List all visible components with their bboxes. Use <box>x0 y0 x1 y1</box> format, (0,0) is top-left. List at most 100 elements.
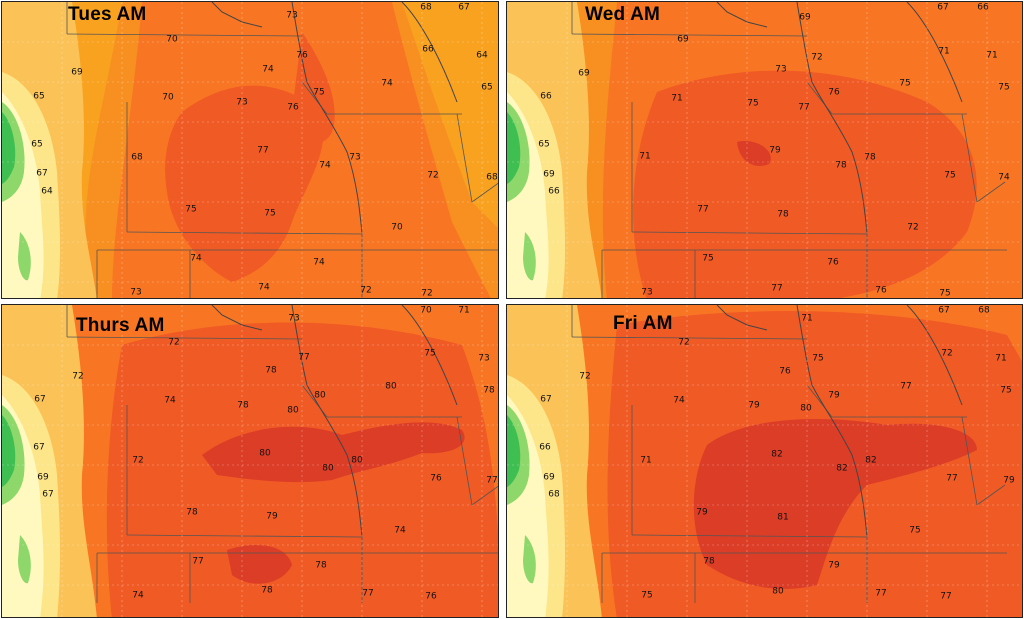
temperature-value-label: 73 <box>349 152 361 163</box>
temperature-band <box>633 70 977 298</box>
temperature-value-label: 75 <box>264 208 276 219</box>
temperature-value-label: 72 <box>907 222 919 233</box>
temperature-value-label: 80 <box>314 390 326 401</box>
temperature-value-label: 75 <box>313 87 325 98</box>
temperature-value-label: 75 <box>998 82 1010 93</box>
panel-title: Tues AM <box>68 4 147 25</box>
state-border <box>126 231 363 235</box>
temperature-value-label: 77 <box>362 588 374 599</box>
temperature-value-label: 71 <box>639 151 651 162</box>
temperature-value-label: 75 <box>702 253 714 264</box>
temperature-field <box>2 305 498 617</box>
temperature-value-label: 75 <box>1000 385 1012 396</box>
temperature-value-label: 76 <box>287 102 299 113</box>
temperature-value-label: 64 <box>476 50 488 61</box>
temperature-value-label: 77 <box>940 591 952 602</box>
panel-title: Wed AM <box>585 4 661 25</box>
temperature-value-label: 72 <box>132 455 144 466</box>
temperature-value-label: 74 <box>319 160 331 171</box>
temperature-value-label: 71 <box>671 93 683 104</box>
temperature-value-label: 78 <box>315 560 327 571</box>
temperature-value-label: 76 <box>827 257 839 268</box>
temperature-value-label: 73 <box>478 353 490 364</box>
temperature-value-label: 77 <box>875 588 887 599</box>
temperature-value-label: 69 <box>578 68 590 79</box>
temperature-value-label: 77 <box>486 475 498 486</box>
temperature-value-label: 74 <box>394 525 406 536</box>
river-line <box>716 305 768 331</box>
river-line <box>796 305 868 538</box>
state-border <box>471 182 498 203</box>
temperature-value-label: 77 <box>900 381 912 392</box>
temperature-value-label: 79 <box>1003 475 1015 486</box>
temperature-band <box>227 545 292 584</box>
temperature-value-label: 75 <box>424 348 436 359</box>
temperature-value-label: 73 <box>288 313 300 324</box>
temperature-value-label: 74 <box>313 257 325 268</box>
temperature-value-label: 66 <box>422 44 434 55</box>
temperature-value-label: 67 <box>938 305 950 316</box>
temperature-value-label: 67 <box>33 442 45 453</box>
temperature-value-label: 77 <box>798 102 810 113</box>
temperature-value-label: 82 <box>836 463 848 474</box>
temperature-value-label: 74 <box>998 172 1010 183</box>
temperature-value-label: 71 <box>801 313 813 324</box>
temperature-value-label: 81 <box>777 512 789 523</box>
temperature-value-label: 70 <box>420 305 432 316</box>
temperature-value-label: 75 <box>939 288 951 299</box>
temperature-value-label: 78 <box>835 160 847 171</box>
temperature-value-label: 79 <box>828 560 840 571</box>
temperature-value-label: 75 <box>909 525 921 536</box>
temperature-value-label: 77 <box>298 352 310 363</box>
temperature-value-label: 67 <box>42 489 54 500</box>
temperature-value-label: 78 <box>703 556 715 567</box>
temperature-value-label: 67 <box>36 168 48 179</box>
panel-title: Fri AM <box>613 313 673 334</box>
high-terrain <box>18 232 31 281</box>
temperature-value-label: 79 <box>266 511 278 522</box>
temperature-value-label: 77 <box>697 204 709 215</box>
panel-title: Thurs AM <box>76 315 165 336</box>
temperature-value-label: 71 <box>938 46 950 57</box>
state-border <box>976 484 1006 506</box>
temperature-value-label: 64 <box>41 186 53 197</box>
temperature-value-label: 77 <box>771 283 783 294</box>
temperature-value-label: 72 <box>579 371 591 382</box>
temperature-value-label: 82 <box>771 449 783 460</box>
temperature-value-label: 67 <box>540 394 552 405</box>
temperature-value-label: 67 <box>34 394 46 405</box>
temperature-value-label: 78 <box>777 209 789 220</box>
temperature-value-label: 69 <box>677 34 689 45</box>
temperature-value-label: 78 <box>265 365 277 376</box>
temperature-value-label: 79 <box>769 145 781 156</box>
river-line <box>906 305 963 406</box>
temperature-value-label: 73 <box>236 97 248 108</box>
state-border <box>66 336 303 340</box>
temperature-value-label: 76 <box>828 87 840 98</box>
river-line <box>796 2 868 235</box>
temperature-value-label: 79 <box>748 400 760 411</box>
temperature-value-label: 66 <box>977 2 989 13</box>
temperature-value-label: 74 <box>132 590 144 601</box>
temperature-value-label: 71 <box>995 353 1007 364</box>
river-line <box>401 2 458 103</box>
temperature-value-label: 69 <box>543 472 555 483</box>
temperature-value-label: 80 <box>287 405 299 416</box>
temperature-band <box>737 141 771 166</box>
temperature-value-label: 80 <box>322 463 334 474</box>
temperature-value-label: 69 <box>37 472 49 483</box>
temperature-value-label: 72 <box>941 348 953 359</box>
temperature-value-label: 65 <box>31 139 43 150</box>
high-terrain <box>507 112 521 184</box>
temperature-value-label: 79 <box>696 507 708 518</box>
temperature-value-label: 74 <box>190 253 202 264</box>
state-border <box>571 33 808 37</box>
temperature-value-label: 67 <box>937 2 949 13</box>
state-border <box>471 485 498 506</box>
high-terrain <box>2 112 16 184</box>
temperature-value-label: 77 <box>946 473 958 484</box>
river-line <box>291 305 363 538</box>
temperature-value-label: 69 <box>799 12 811 23</box>
temperature-value-label: 75 <box>899 78 911 89</box>
temperature-field <box>507 305 1022 617</box>
